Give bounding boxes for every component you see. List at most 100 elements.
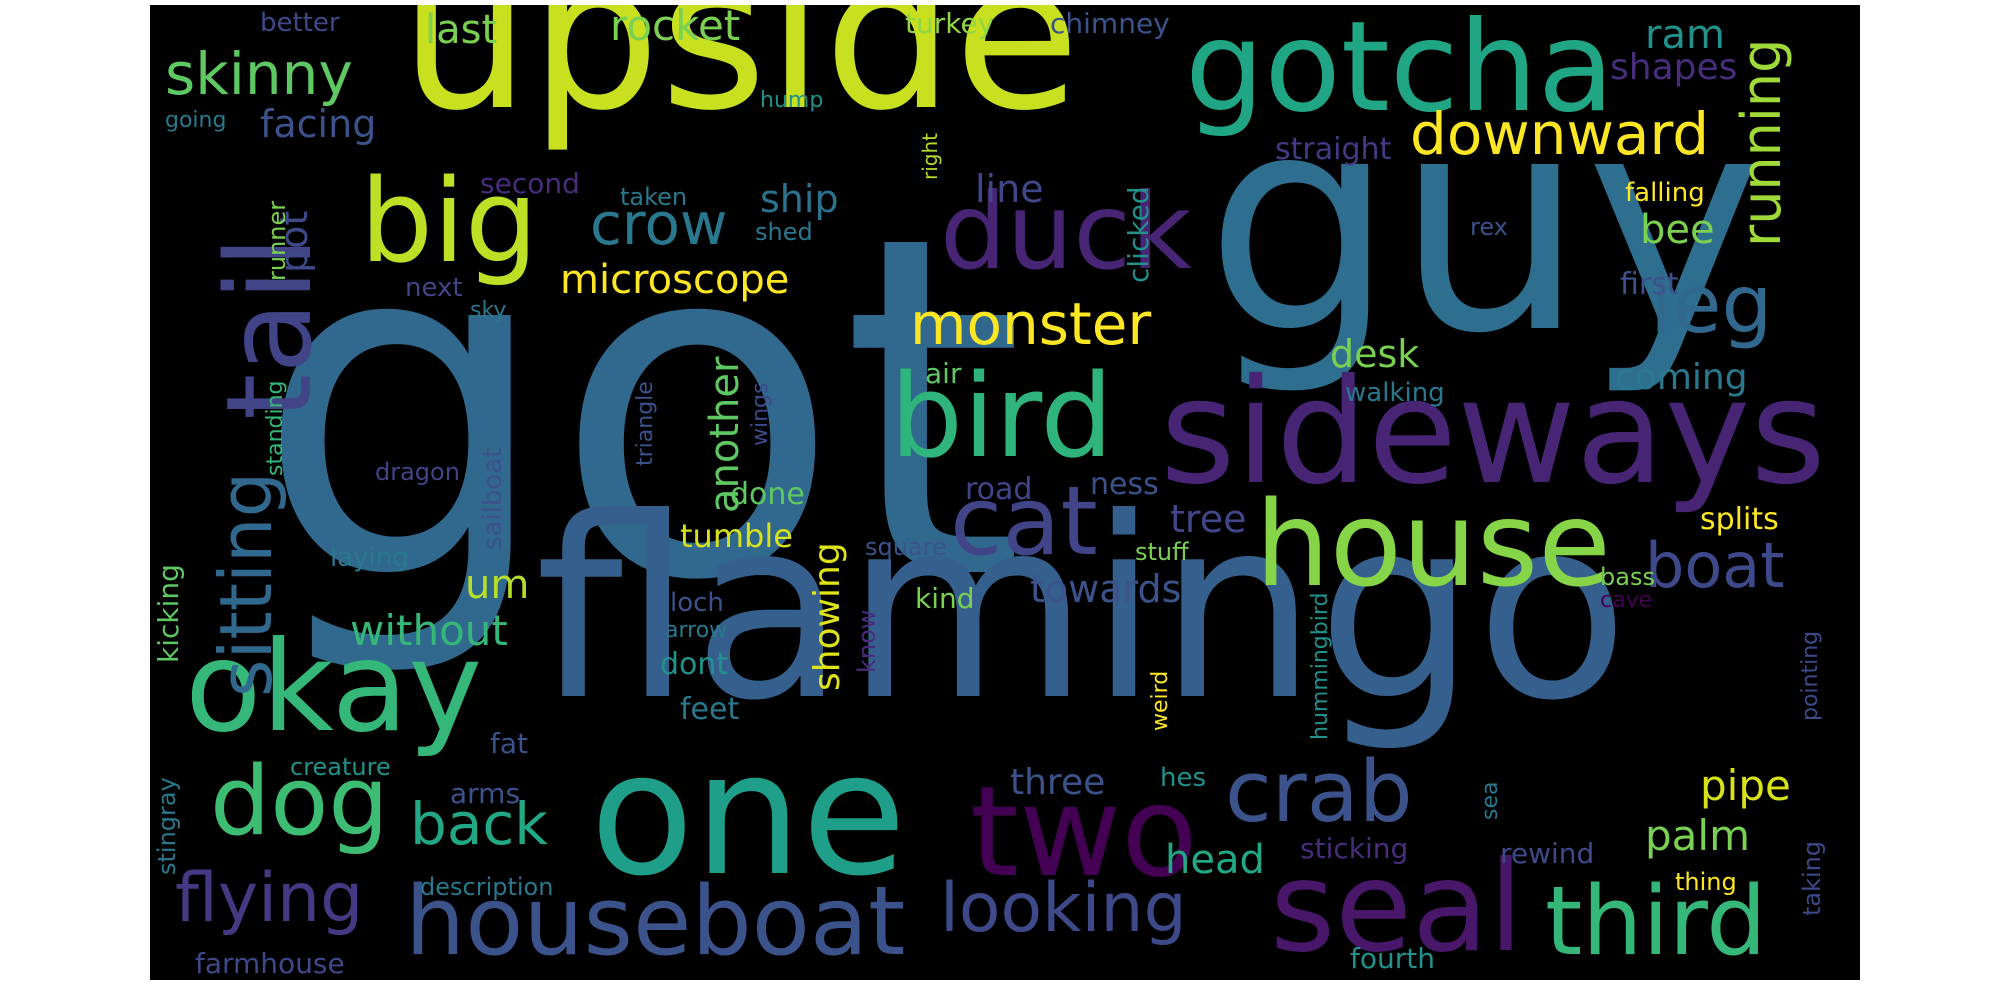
- word-sky: sky: [470, 298, 507, 323]
- word-hes: hes: [1160, 763, 1207, 793]
- word-cave: cave: [1600, 588, 1653, 613]
- word-dragon: dragon: [375, 458, 460, 486]
- word-kind: kind: [915, 582, 975, 615]
- word-monster: monster: [910, 290, 1152, 358]
- word-fat: fat: [490, 727, 528, 760]
- word-sitting: sitting: [204, 472, 288, 698]
- word-stingray: stingray: [153, 777, 181, 876]
- word-pipe: pipe: [1700, 761, 1791, 810]
- word-sticking: sticking: [1300, 832, 1409, 865]
- word-air: air: [925, 357, 962, 390]
- word-ness: ness: [1090, 467, 1159, 502]
- word-third: third: [1545, 867, 1767, 977]
- word-shed: shed: [755, 218, 813, 246]
- word-first: first: [1620, 267, 1679, 302]
- word-boat: boat: [1645, 529, 1785, 602]
- word-house: house: [1255, 475, 1611, 613]
- word-hump: hump: [760, 88, 824, 113]
- word-runner: runner: [263, 201, 291, 282]
- word-seal: seal: [1270, 835, 1524, 980]
- word-going: going: [165, 108, 227, 133]
- word-skinny: skinny: [165, 40, 353, 108]
- word-cat: cat: [950, 467, 1098, 577]
- word-falling: falling: [1625, 178, 1705, 208]
- word-rocket: rocket: [610, 5, 741, 50]
- word-three: three: [1010, 762, 1106, 803]
- word-dont: dont: [660, 647, 729, 682]
- word-fourth: fourth: [1350, 942, 1435, 975]
- word-bass: bass: [1600, 563, 1655, 591]
- word-flying: flying: [175, 859, 364, 938]
- word-loch: loch: [670, 588, 724, 618]
- word-walking: walking: [1345, 378, 1445, 408]
- word-rex: rex: [1470, 213, 1508, 241]
- word-next: next: [405, 273, 463, 303]
- word-back: back: [410, 790, 548, 858]
- word-wings: wings: [748, 382, 773, 446]
- word-bee: bee: [1640, 207, 1715, 253]
- word-one: one: [590, 716, 907, 914]
- word-taking: taking: [1798, 841, 1826, 917]
- word-feet: feet: [680, 692, 740, 727]
- word-last: last: [425, 7, 498, 53]
- word-straight: straight: [1275, 132, 1392, 167]
- word-arrow: arrow: [665, 618, 728, 643]
- word-towards: towards: [1030, 567, 1182, 611]
- word-flamingo: flamingo: [535, 464, 1629, 755]
- word-right: right: [918, 133, 942, 180]
- word-bird: bird: [890, 350, 1114, 484]
- word-line: line: [975, 167, 1044, 211]
- word-leg: leg: [1650, 258, 1773, 351]
- word-crab: crab: [1225, 743, 1413, 842]
- word-chimney: chimney: [1050, 7, 1170, 40]
- word-taken: taken: [620, 183, 688, 211]
- word-dog: dog: [210, 747, 389, 857]
- word-big: big: [360, 155, 538, 289]
- word-shapes: shapes: [1610, 47, 1738, 88]
- word-description: description: [420, 873, 554, 901]
- word-creature: creature: [290, 753, 391, 781]
- word-better: better: [260, 8, 340, 38]
- word-sailboat: sailboat: [478, 447, 508, 550]
- word-hummingbird: hummingbird: [1308, 592, 1333, 741]
- word-weird: weird: [1148, 670, 1173, 731]
- word-second: second: [480, 167, 580, 200]
- word-head: head: [1165, 837, 1265, 883]
- word-laying: laying: [330, 543, 409, 573]
- word-sideways: sideways: [1160, 348, 1826, 517]
- word-without: without: [350, 606, 508, 655]
- word-square: square: [865, 533, 947, 561]
- word-two: two: [970, 760, 1198, 905]
- word-done: done: [730, 477, 805, 512]
- word-ram: ram: [1645, 12, 1725, 58]
- word-microscope: microscope: [560, 257, 790, 303]
- word-upside: upside: [400, 5, 1081, 156]
- word-rewind: rewind: [1500, 837, 1595, 870]
- word-looking: looking: [940, 869, 1187, 948]
- word-turkey: turkey: [905, 7, 995, 40]
- word-duck: duck: [940, 171, 1192, 293]
- word-desk: desk: [1330, 332, 1420, 376]
- word-tree: tree: [1170, 497, 1247, 541]
- word-got: got: [255, 136, 1026, 683]
- word-ship: ship: [760, 177, 839, 221]
- word-showing: showing: [807, 542, 848, 692]
- word-palm: palm: [1645, 811, 1750, 860]
- word-running: running: [1730, 38, 1793, 247]
- word-coming: coming: [1615, 357, 1748, 398]
- word-stuff: stuff: [1135, 538, 1189, 566]
- word-cloud: got flamingo guy upside sideways one gotcha hou…: [150, 5, 1860, 980]
- word-pointing: pointing: [1798, 630, 1823, 721]
- word-um: um: [465, 562, 530, 608]
- word-farmhouse: farmhouse: [195, 947, 345, 980]
- word-road: road: [965, 472, 1033, 507]
- word-tumble: tumble: [680, 517, 793, 555]
- word-clicked: clicked: [1122, 186, 1155, 283]
- word-okay: okay: [185, 615, 483, 760]
- word-splits: splits: [1700, 502, 1779, 537]
- word-downward: downward: [1410, 100, 1710, 168]
- word-standing: standing: [263, 380, 288, 476]
- word-facing: facing: [260, 102, 377, 146]
- word-sea: sea: [1478, 781, 1503, 820]
- word-gotcha: gotcha: [1185, 5, 1615, 140]
